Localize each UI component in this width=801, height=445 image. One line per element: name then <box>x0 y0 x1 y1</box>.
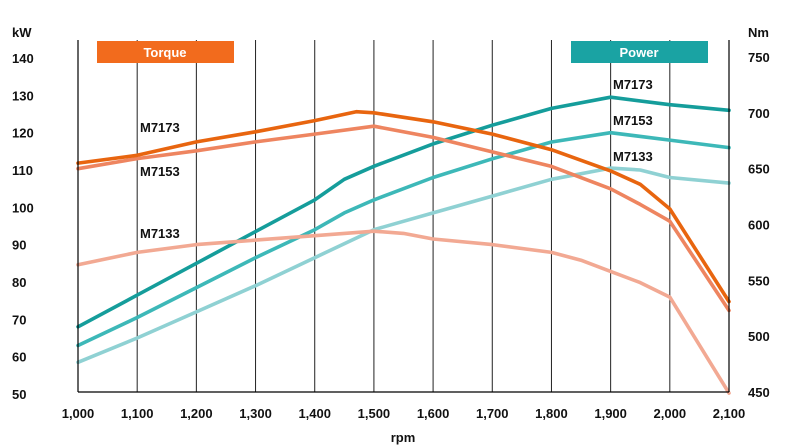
x-tick-label: 1,500 <box>358 406 391 421</box>
right-y-tick-label: 550 <box>748 273 770 288</box>
series-line-power-m7173 <box>76 95 731 329</box>
left-y-tick-label: 90 <box>12 238 26 253</box>
series-label-power-m7173: M7173 <box>613 77 653 92</box>
x-tick-label: 1,400 <box>298 406 331 421</box>
left-y-tick-label: 70 <box>12 312 26 327</box>
series-line-power-m7153 <box>76 130 731 348</box>
x-tick-label: 1,900 <box>594 406 627 421</box>
left-y-tick-label: 100 <box>12 200 34 215</box>
x-tick-label: 1,200 <box>180 406 213 421</box>
right-y-tick-label: 700 <box>748 106 770 121</box>
left-y-tick-label: 140 <box>12 51 34 66</box>
series-label-power-m7153: M7153 <box>613 113 653 128</box>
x-axis-title: rpm <box>391 430 416 445</box>
series-line-torque-m7173 <box>76 109 731 304</box>
series-labels: M7173 M7153 M7133 M7173 M7153 M7133 <box>140 77 653 241</box>
legend-power-swatch <box>571 41 708 63</box>
left-y-tick-label: 110 <box>12 163 33 178</box>
axes: 1,000 1,100 1,200 1,300 1,400 1,500 1,600 1,700… <box>12 40 770 421</box>
series-line-torque-m7153 <box>76 124 731 313</box>
x-tick-label: 2,000 <box>654 406 687 421</box>
series-line-power-m7133 <box>76 166 731 365</box>
x-tick-label: 1,100 <box>121 406 154 421</box>
legend-torque-swatch <box>97 41 234 63</box>
x-tick-label: 1,800 <box>535 406 568 421</box>
legend-power-label: Power <box>619 45 658 60</box>
series-lines <box>76 95 731 395</box>
x-tick-label: 1,300 <box>239 406 272 421</box>
right-y-tick-label: 450 <box>748 385 770 400</box>
right-y-tick-label: 600 <box>748 218 770 233</box>
series-label-torque-m7133: M7133 <box>140 226 180 241</box>
left-y-tick-label: 50 <box>12 387 26 402</box>
left-axis-unit: kW <box>12 25 32 40</box>
x-tick-label: 1,700 <box>476 406 509 421</box>
legend: Torque Power <box>97 41 708 63</box>
left-y-tick-label: 120 <box>12 126 34 141</box>
vertical-gridlines <box>136 40 671 392</box>
series-line-torque-m7133 <box>76 229 731 395</box>
right-y-tick-label: 750 <box>748 50 770 65</box>
series-label-torque-m7173: M7173 <box>140 120 180 135</box>
series-label-torque-m7153: M7153 <box>140 164 180 179</box>
series-label-power-m7133: M7133 <box>613 149 653 164</box>
x-tick-label: 1,600 <box>417 406 450 421</box>
left-y-tick-label: 130 <box>12 88 34 103</box>
right-y-tick-label: 650 <box>748 162 770 177</box>
x-tick-label: 1,000 <box>62 406 95 421</box>
left-y-tick-label: 80 <box>12 275 26 290</box>
left-y-tick-label: 60 <box>12 350 26 365</box>
right-axis-unit: Nm <box>748 25 769 40</box>
legend-torque-label: Torque <box>143 45 186 60</box>
right-y-tick-label: 500 <box>748 329 770 344</box>
x-tick-label: 2,100 <box>713 406 746 421</box>
